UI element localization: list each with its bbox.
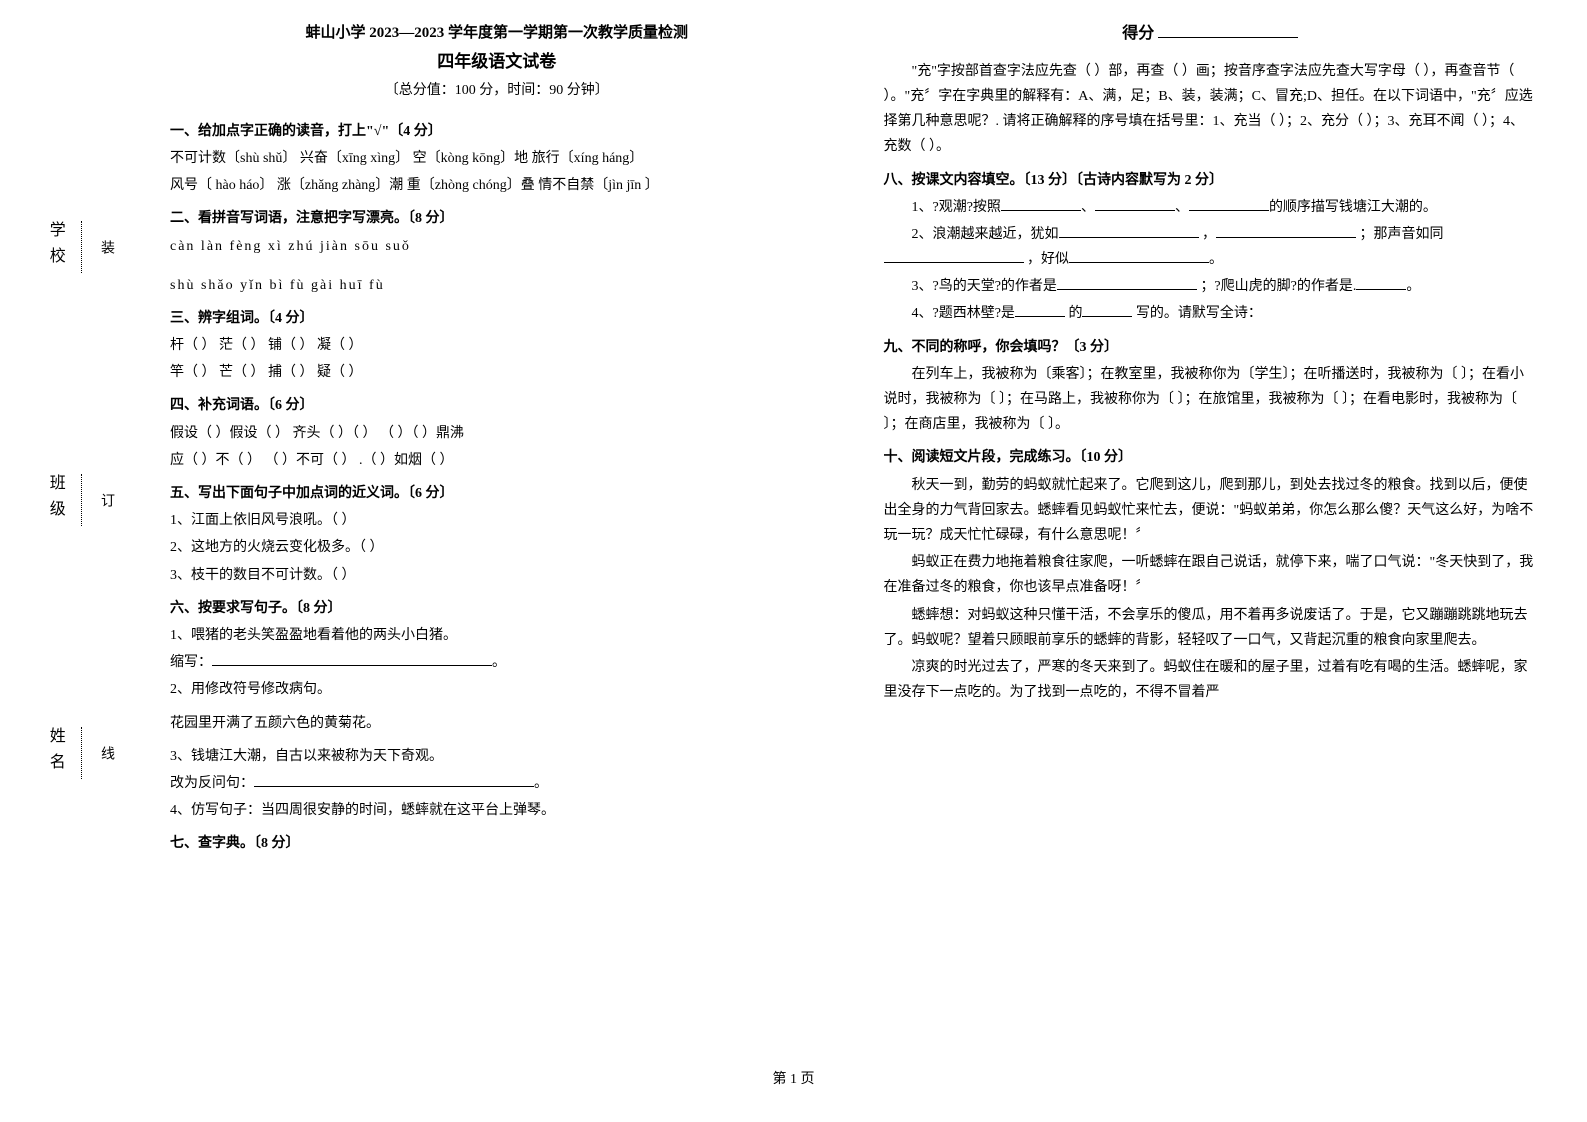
section10-p1: 秋天一到，勤劳的蚂蚁就忙起来了。它爬到这儿，爬到那儿，到处去找过冬的粮食。找到以… xyxy=(884,473,1538,549)
section1-line2: 风号〔 hào háo〕 涨〔zhǎng zhàng〕潮 重〔zhòng chó… xyxy=(170,173,824,198)
section4-line1: 假设（ ）假设（ ） 齐头（ ）（ ） （ ）（ ）鼎沸 xyxy=(170,421,824,446)
section2-pinyin2: shù shǎo yǐn bì fù gài huī fù xyxy=(170,273,824,298)
section4-title: 四、补充词语。〔6 分〕 xyxy=(170,393,824,418)
section10-p3: 蟋蟀想：对蚂蚁这种只懂干活，不会享乐的傻瓜，用不着再多说废话了。于是，它又蹦蹦跳… xyxy=(884,603,1538,653)
section6-line2b: 花园里开满了五颜六色的黄菊花。 xyxy=(170,711,824,736)
section8-line3: 3、?鸟的天堂?的作者是 ；?爬山虎的脚?的作者是.。 xyxy=(884,274,1538,299)
school-year-title: 蚌山小学 2023—2023 学年度第一学期第一次教学质量检测 xyxy=(170,20,824,47)
section5-title: 五、写出下面句子中加点词的近义词。〔6 分〕 xyxy=(170,481,824,506)
zhuang-char: 装 xyxy=(94,240,119,254)
score-time: 〔总分值：100 分，时间：90 分钟〕 xyxy=(170,78,824,103)
section2-pinyin1: càn làn fèng xì zhú jiàn sōu suǒ xyxy=(170,234,824,259)
exam-header: 蚌山小学 2023—2023 学年度第一学期第一次教学质量检测 四年级语文试卷 … xyxy=(170,20,824,103)
section1-title: 一、给加点字正确的读音，打上"√"〔4 分〕 xyxy=(170,119,824,144)
name-label: 姓名 xyxy=(40,727,69,779)
section3-title: 三、辨字组词。〔4 分〕 xyxy=(170,306,824,331)
ding-char: 订 xyxy=(94,493,119,507)
section3-line1: 杆（ ） 茫（ ） 铺（ ） 凝（ ） xyxy=(170,333,824,358)
section10-p2: 蚂蚁正在费力地拖着粮食往家爬，一听蟋蟀在跟自己说话，就停下来，喘了口气说："冬天… xyxy=(884,550,1538,600)
right-column: 得分 "充"字按部首查字法应先查（ ）部，再查（ ）画；按音序查字法应先查大写字… xyxy=(874,20,1548,980)
section5-line3: 3、枝干的数目不可计数。（ ） xyxy=(170,563,824,588)
section6-line3: 3、钱塘江大潮，自古以来被称为天下奇观。 xyxy=(170,744,824,769)
section8-title: 八、按课文内容填空。〔13 分〕〔古诗内容默写为 2 分〕 xyxy=(884,168,1538,193)
section3-line2: 竿（ ） 芒（ ） 捕（ ） 疑（ ） xyxy=(170,360,824,385)
section8-line2: 2、浪潮越来越近，犹如 ， ；那声音如同 ，好似。 xyxy=(884,222,1538,272)
section8-line1: 1、?观潮?按照、、的顺序描写钱塘江大潮的。 xyxy=(884,195,1538,220)
section6-line4: 4、仿写句子：当四周很安静的时间，蟋蟀就在这平台上弹琴。 xyxy=(170,798,824,823)
section6-title: 六、按要求写句子。〔8 分〕 xyxy=(170,596,824,621)
section7-title: 七、查字典。〔8 分〕 xyxy=(170,831,824,856)
section6-line1: 1、喂猪的老头笑盈盈地看着他的两头小白猪。 xyxy=(170,623,824,648)
section1-line1: 不可计数〔shù shǔ〕 兴奋〔xīng xìng〕 空〔kòng kōng〕… xyxy=(170,146,824,171)
section9-title: 九、不同的称呼，你会填吗？〔3 分〕 xyxy=(884,335,1538,360)
section4-line2: 应（ ）不（ ） （ ）不可（ ） .（ ）如烟（ ） xyxy=(170,448,824,473)
left-column: 蚌山小学 2023—2023 学年度第一学期第一次教学质量检测 四年级语文试卷 … xyxy=(160,20,834,980)
page-number: 第 1 页 xyxy=(773,1067,815,1092)
score-header: 得分 xyxy=(884,20,1538,49)
section5-line2: 2、这地方的火烧云变化极多。（ ） xyxy=(170,535,824,560)
section10-p4: 凉爽的时光过去了，严寒的冬天来到了。蚂蚁住在暖和的屋子里，过着有吃有喝的生活。蟋… xyxy=(884,655,1538,705)
section6-line3b: 改为反问句：。 xyxy=(170,771,824,796)
xian-char: 线 xyxy=(94,746,119,760)
section5-line1: 1、江面上依旧风号浪吼。（ ） xyxy=(170,508,824,533)
school-label: 学校 xyxy=(40,221,69,273)
section9-body: 在列车上，我被称为〔乘客〕；在教室里，我被称你为〔学生〕；在听播送时，我被称为〔… xyxy=(884,362,1538,438)
subject-title: 四年级语文试卷 xyxy=(170,47,824,78)
binding-margin: 学校 装 班级 订 姓名 线 xyxy=(40,20,120,980)
section6-line1b: 缩写：。 xyxy=(170,650,824,675)
section6-line2: 2、用修改符号修改病句。 xyxy=(170,677,824,702)
section7-body: "充"字按部首查字法应先查（ ）部，再查（ ）画；按音序查字法应先查大写字母（ … xyxy=(884,59,1538,160)
section10-title: 十、阅读短文片段，完成练习。〔10 分〕 xyxy=(884,445,1538,470)
section8-line4: 4、?题西林壁?是 的 写的。请默写全诗： xyxy=(884,301,1538,326)
section2-title: 二、看拼音写词语，注意把字写漂亮。〔8 分〕 xyxy=(170,206,824,231)
class-label: 班级 xyxy=(40,474,69,526)
